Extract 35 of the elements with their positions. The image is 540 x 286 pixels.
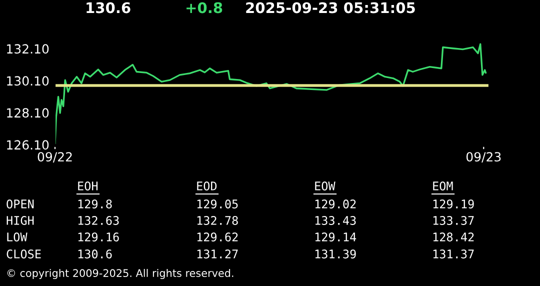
text: 131.39 (315, 250, 356, 258)
text: 130.6 (78, 250, 112, 258)
x-tick-label: 09/22 (38, 152, 72, 163)
category-label: HIGH (6, 216, 34, 225)
text: 132.78 (197, 216, 238, 225)
text: 128.42 (433, 232, 474, 242)
text: © copyright 2009-2025. All rights reserved. (7, 268, 234, 280)
y-tick-label: 128.10 (7, 108, 49, 118)
category-label: EOD (197, 182, 217, 190)
y-tick-label: 130.10 (7, 76, 49, 86)
text: 133.43 (315, 216, 356, 225)
text: 129.16 (78, 232, 119, 242)
y-tick-label: 132.10 (7, 44, 49, 54)
text: 131.27 (197, 250, 238, 258)
text: 129.8 (78, 200, 112, 208)
category-label: LOW (7, 232, 28, 242)
category-label: EOM (433, 182, 453, 190)
text: 129.05 (197, 200, 238, 208)
text: 132.63 (78, 216, 119, 225)
text: 129.19 (433, 200, 474, 208)
category-label: OPEN (6, 200, 34, 208)
text: 129.02 (315, 200, 356, 208)
line-series (55, 43, 487, 144)
chart-title: 130.6 (86, 2, 130, 14)
chart-subtitle: +0.8 (186, 2, 222, 14)
text: 129.14 (315, 232, 356, 242)
text: 129.62 (197, 232, 238, 242)
text: 2025-09-23 05:31:05 (246, 2, 415, 14)
text: 133.37 (433, 216, 474, 225)
x-tick-label: 09/23 (466, 152, 501, 163)
text: 131.37 (433, 250, 474, 258)
category-label: EOH (78, 182, 98, 190)
category-label: EOW (315, 182, 336, 190)
category-label: CLOSE (6, 250, 41, 258)
y-tick-label: 126.10 (7, 140, 49, 150)
